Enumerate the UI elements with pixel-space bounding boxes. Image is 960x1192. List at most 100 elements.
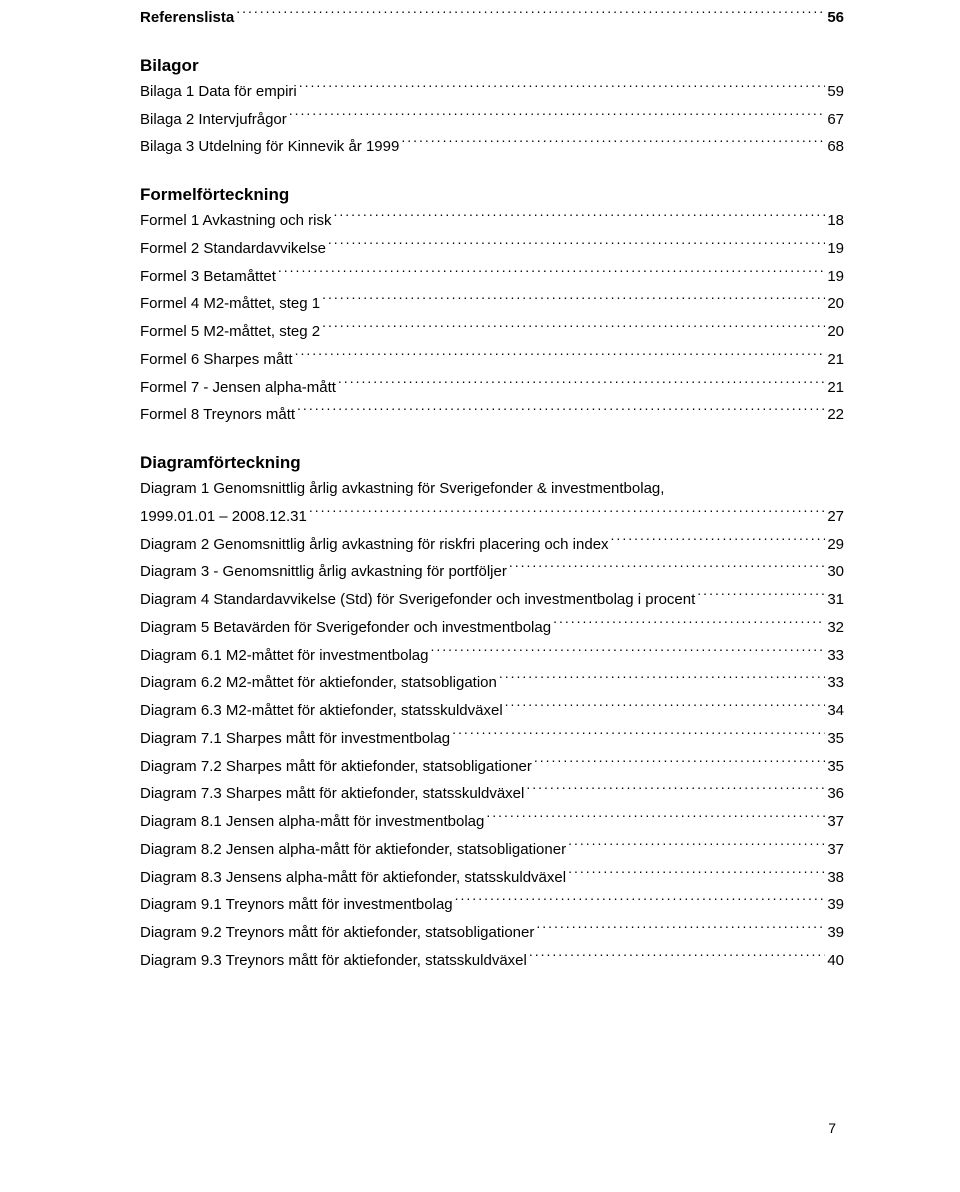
toc-dots [401, 136, 825, 151]
toc-label: Referenslista [140, 4, 234, 32]
toc-entry: Formel 2 Standardavvikelse 19 [140, 235, 844, 263]
toc-page: 38 [827, 864, 844, 892]
toc-dots [534, 756, 825, 771]
toc-page: 30 [827, 558, 844, 586]
toc-page: 36 [827, 780, 844, 808]
toc-page: 22 [827, 401, 844, 429]
formel-list: Formel 1 Avkastning och risk18Formel 2 S… [140, 207, 844, 429]
toc-dots [299, 81, 826, 96]
toc-dots [236, 7, 825, 22]
toc-page: 21 [827, 374, 844, 402]
toc-entry-referenslista: Referenslista 56 [140, 4, 844, 32]
toc-entry: Diagram 8.1 Jensen alpha-mått för invest… [140, 808, 844, 836]
toc-dots [499, 672, 825, 687]
toc-dots [322, 321, 825, 336]
heading-bilagor: Bilagor [140, 56, 844, 76]
toc-dots [455, 894, 826, 909]
toc-page: 20 [827, 290, 844, 318]
toc-page: 32 [827, 614, 844, 642]
diagram-list: Diagram 2 Genomsnittlig årlig avkastning… [140, 531, 844, 975]
toc-entry: Diagram 6.1 M2-måttet för investmentbola… [140, 642, 844, 670]
toc-dots [568, 839, 825, 854]
toc-label: Formel 1 Avkastning och risk [140, 207, 331, 235]
toc-dots [278, 266, 825, 281]
toc-dots [430, 645, 825, 660]
toc-dots [486, 811, 825, 826]
toc-entry: Diagram 6.2 M2-måttet för aktiefonder, s… [140, 669, 844, 697]
toc-page: 29 [827, 531, 844, 559]
toc-label: Bilaga 2 Intervjufrågor [140, 106, 287, 134]
page: Referenslista 56 Bilagor Bilaga 1 Data f… [0, 0, 960, 1192]
heading-diagram: Diagramförteckning [140, 453, 844, 473]
toc-page: 21 [827, 346, 844, 374]
heading-formel: Formelförteckning [140, 185, 844, 205]
toc-entry: Diagram 5 Betavärden för Sverigefonder o… [140, 614, 844, 642]
toc-label: Diagram 8.3 Jensens alpha-mått för aktie… [140, 864, 566, 892]
toc-entry: Bilaga 1 Data för empiri59 [140, 78, 844, 106]
toc-dots [322, 293, 825, 308]
toc-entry: Diagram 9.1 Treynors mått för investment… [140, 891, 844, 919]
toc-label: Diagram 2 Genomsnittlig årlig avkastning… [140, 531, 609, 559]
toc-label: Formel 4 M2-måttet, steg 1 [140, 290, 320, 318]
toc-entry: Diagram 8.2 Jensen alpha-mått för aktief… [140, 836, 844, 864]
toc-label: Formel 2 Standardavvikelse [140, 235, 326, 263]
toc-entry: Formel 4 M2-måttet, steg 1 20 [140, 290, 844, 318]
toc-page: 27 [827, 503, 844, 531]
toc-label: 1999.01.01 – 2008.12.31 [140, 503, 307, 531]
toc-label-line1: Diagram 1 Genomsnittlig årlig avkastning… [140, 475, 844, 503]
toc-label: Formel 5 M2-måttet, steg 2 [140, 318, 320, 346]
toc-entry: Formel 5 M2-måttet, steg 2 20 [140, 318, 844, 346]
toc-page: 34 [827, 697, 844, 725]
toc-label: Diagram 7.1 Sharpes mått för investmentb… [140, 725, 450, 753]
toc-dots [553, 617, 825, 632]
toc-dots [452, 728, 825, 743]
toc-page: 56 [827, 4, 844, 32]
toc-dots [568, 867, 825, 882]
toc-dots [328, 238, 825, 253]
toc-page: 68 [827, 133, 844, 161]
toc-label: Formel 6 Sharpes mått [140, 346, 293, 374]
toc-entry: Formel 1 Avkastning och risk18 [140, 207, 844, 235]
toc-page: 37 [827, 836, 844, 864]
toc-entry: Diagram 4 Standardavvikelse (Std) för Sv… [140, 586, 844, 614]
toc-entry: Diagram 8.3 Jensens alpha-mått för aktie… [140, 864, 844, 892]
toc-dots [611, 534, 826, 549]
toc-label: Diagram 9.3 Treynors mått för aktiefonde… [140, 947, 527, 975]
toc-label: Diagram 4 Standardavvikelse (Std) för Sv… [140, 586, 695, 614]
page-number: 7 [828, 1120, 836, 1136]
bilagor-list: Bilaga 1 Data för empiri59Bilaga 2 Inter… [140, 78, 844, 161]
toc-label: Formel 7 - Jensen alpha-mått [140, 374, 336, 402]
toc-label: Diagram 6.1 M2-måttet för investmentbola… [140, 642, 428, 670]
toc-page: 67 [827, 106, 844, 134]
toc-entry: Formel 7 - Jensen alpha-mått 21 [140, 374, 844, 402]
toc-dots [309, 506, 825, 521]
toc-page: 20 [827, 318, 844, 346]
toc-entry-diagram-1-cont: 1999.01.01 – 2008.12.31 27 [140, 503, 844, 531]
toc-entry: Formel 8 Treynors mått 22 [140, 401, 844, 429]
toc-label: Diagram 3 - Genomsnittlig årlig avkastni… [140, 558, 507, 586]
toc-label: Formel 8 Treynors mått [140, 401, 295, 429]
toc-page: 37 [827, 808, 844, 836]
toc-label: Diagram 9.2 Treynors mått för aktiefonde… [140, 919, 534, 947]
toc-page: 40 [827, 947, 844, 975]
toc-label: Diagram 9.1 Treynors mått för investment… [140, 891, 453, 919]
toc-entry: Bilaga 3 Utdelning för Kinnevik år 19996… [140, 133, 844, 161]
toc-dots [333, 210, 825, 225]
toc-entry: Diagram 3 - Genomsnittlig årlig avkastni… [140, 558, 844, 586]
toc-page: 19 [827, 263, 844, 291]
toc-page: 31 [827, 586, 844, 614]
toc-dots [295, 349, 826, 364]
toc-label: Diagram 8.2 Jensen alpha-mått för aktief… [140, 836, 566, 864]
toc-entry: Diagram 7.1 Sharpes mått för investmentb… [140, 725, 844, 753]
toc-entry: Diagram 9.3 Treynors mått för aktiefonde… [140, 947, 844, 975]
toc-label: Diagram 7.3 Sharpes mått för aktiefonder… [140, 780, 524, 808]
toc-page: 35 [827, 725, 844, 753]
toc-page: 19 [827, 235, 844, 263]
toc-page: 39 [827, 919, 844, 947]
toc-label: Diagram 7.2 Sharpes mått för aktiefonder… [140, 753, 532, 781]
toc-entry: Formel 6 Sharpes mått 21 [140, 346, 844, 374]
toc-label: Formel 3 Betamåttet [140, 263, 276, 291]
toc-dots [536, 922, 825, 937]
toc-page: 39 [827, 891, 844, 919]
toc-page: 33 [827, 642, 844, 670]
